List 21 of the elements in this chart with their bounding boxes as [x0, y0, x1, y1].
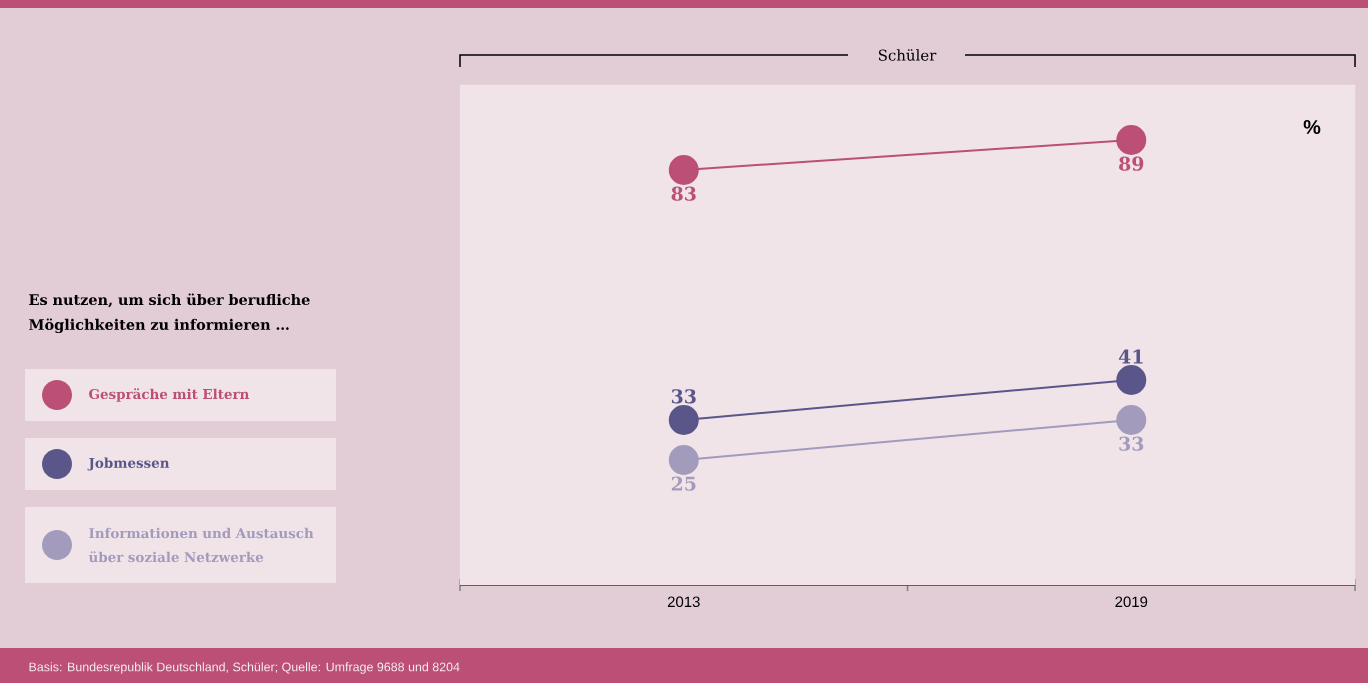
data-label: 41 — [1118, 349, 1143, 364]
point — [1116, 364, 1147, 395]
data-label: 83 — [671, 186, 696, 201]
data-label: 33 — [671, 389, 696, 404]
x-tick-label: 2013 — [667, 596, 700, 608]
legend-label: Informationen und Austausch über soziale Netzwerke — [88, 527, 314, 563]
chart-title: Schüler — [878, 49, 937, 61]
legend-label: Gespräche mit Eltern — [89, 388, 250, 402]
data-label: 89 — [1119, 156, 1144, 171]
legend-label: Jobmessen — [87, 457, 170, 471]
point — [1116, 124, 1147, 155]
data-label: 25 — [671, 476, 696, 491]
point — [668, 154, 699, 185]
legend-title: Es nutzen, um sich über berufliche Möglichkeiten zu informieren … — [29, 293, 310, 334]
x-tick-label: 2019 — [1115, 596, 1148, 608]
data-label: 33 — [1119, 436, 1144, 451]
point — [668, 404, 699, 435]
point — [1116, 404, 1147, 435]
point — [668, 444, 699, 475]
annotation: % — [1303, 119, 1321, 134]
text: Basis: Bundesrepublik Deutschland, Schüler; Quelle: Umfrage 9688 und 8204 — [29, 662, 460, 674]
